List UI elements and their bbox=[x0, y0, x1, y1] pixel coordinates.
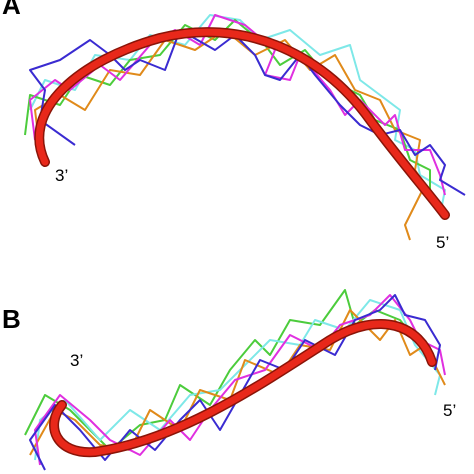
end-label: 5’ bbox=[436, 233, 449, 252]
trace-blue bbox=[29, 29, 466, 196]
ribbon bbox=[35, 28, 449, 219]
trace-cyan bbox=[34, 299, 441, 461]
panel-label: A bbox=[2, 0, 21, 20]
end-label: 5’ bbox=[443, 401, 456, 420]
trace-orange bbox=[29, 309, 446, 456]
trace-blue bbox=[29, 294, 441, 471]
panel-a: A 3’ 5’ bbox=[2, 0, 466, 252]
trace-cyan bbox=[29, 14, 446, 216]
ribbon bbox=[50, 320, 436, 456]
panel-b: B 3’ 5’ bbox=[2, 289, 456, 471]
panel-label: B bbox=[2, 304, 21, 334]
end-label: 3’ bbox=[55, 166, 68, 185]
end-label: 3’ bbox=[70, 351, 83, 370]
trace-orange bbox=[34, 29, 426, 241]
